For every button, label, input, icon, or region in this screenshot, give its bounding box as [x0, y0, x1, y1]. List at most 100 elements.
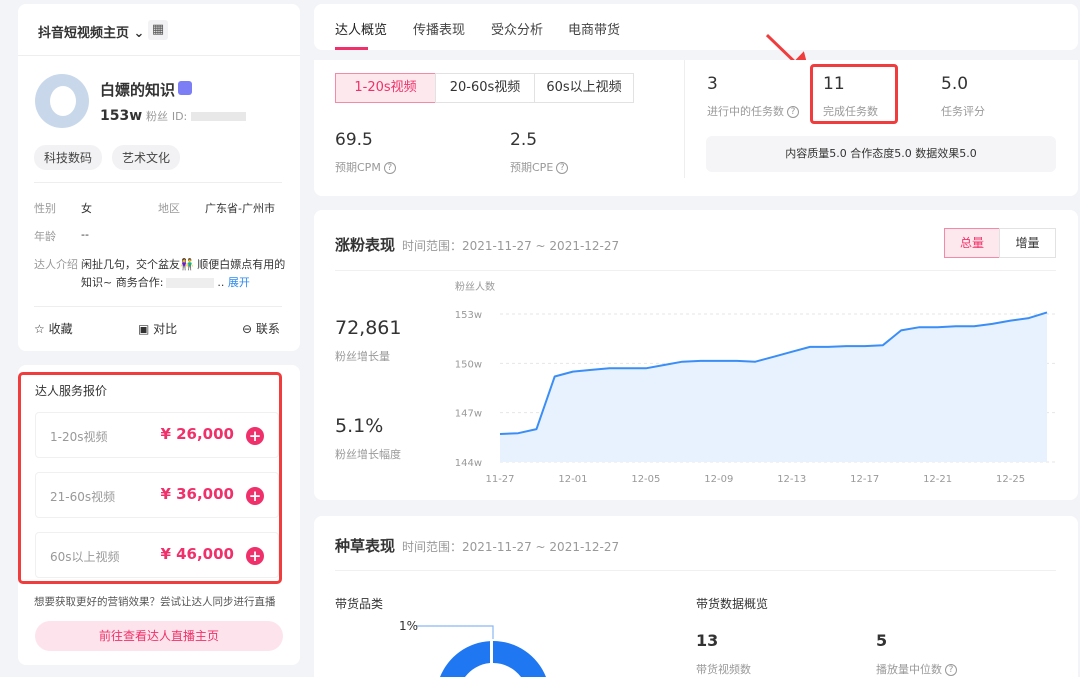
price-value: ¥ 36,000	[160, 485, 234, 503]
id-label: ID:	[171, 110, 188, 123]
intro-text: 闲扯几句，交个盆友👫 顺便白嫖点有用的	[81, 258, 286, 271]
tasks-done-label: 完成任务数	[823, 105, 878, 118]
toggle-increment[interactable]: 增量	[999, 228, 1056, 258]
donut-label-line	[416, 625, 494, 639]
tag: 艺术文化	[112, 145, 181, 170]
contact-button[interactable]: ⊖ 联系	[242, 320, 280, 337]
divider	[34, 306, 282, 307]
region-value: 广东省-广州市	[205, 202, 275, 215]
divider	[335, 570, 1056, 571]
fans-count: 153w	[100, 108, 143, 124]
x-tick-label: 12-09	[704, 474, 733, 485]
chevron-down-icon: ⌄	[133, 26, 145, 41]
fans-rate-label: 粉丝增长幅度	[335, 448, 401, 461]
compare-button[interactable]: ▣ 对比	[138, 320, 177, 337]
price-row: 60s以上视频 ¥ 46,000 +	[35, 532, 279, 578]
donut-segment-main	[493, 641, 546, 677]
age-label: 年龄	[34, 230, 56, 243]
tasks-in-progress-label: 进行中的任务数	[707, 105, 784, 118]
task-score-value: 5.0	[941, 74, 969, 94]
add-icon[interactable]: +	[246, 427, 264, 445]
donut-segment-main	[440, 641, 490, 677]
price-label: 1-20s视频	[50, 430, 108, 444]
category-donut: 1%	[399, 619, 546, 677]
help-icon[interactable]: ?	[945, 664, 957, 676]
score-detail-tooltip: 内容质量5.0 合作态度5.0 数据效果5.0	[706, 136, 1056, 172]
gender-label: 性别	[34, 202, 56, 215]
pricing-highlight-box	[18, 372, 282, 584]
help-icon[interactable]: ?	[556, 162, 569, 174]
tasks-done-value: 11	[823, 74, 845, 94]
price-label: 60s以上视频	[50, 550, 120, 564]
favorite-button[interactable]: ☆ 收藏	[34, 320, 73, 337]
cpm-label: 预期CPM	[335, 161, 381, 174]
fans-label: 粉丝	[146, 110, 168, 123]
segment-60s-plus[interactable]: 60s以上视频	[534, 73, 634, 103]
play-median-label: 播放量中位数	[876, 663, 942, 676]
y-tick-label: 147w	[455, 409, 482, 420]
gender-value: 女	[81, 202, 92, 215]
series-line	[499, 311, 1048, 435]
task-score-label: 任务评分	[941, 105, 985, 118]
live-page-button[interactable]: 前往查看达人直播主页	[35, 621, 283, 651]
cpe-value: 2.5	[510, 130, 538, 150]
cpe-label: 预期CPE	[510, 161, 554, 174]
toggle-total[interactable]: 总量	[944, 228, 1000, 258]
contact-icon: ⊖	[242, 322, 253, 336]
price-row: 1-20s视频 ¥ 26,000 +	[35, 412, 279, 458]
add-icon[interactable]: +	[246, 487, 264, 505]
overview-card: 1-20s视频 20-60s视频 60s以上视频 69.5 预期CPM? 2.5…	[314, 60, 1078, 196]
id-redacted	[191, 112, 247, 121]
x-tick-label: 12-21	[923, 474, 952, 485]
age-value: --	[81, 228, 89, 241]
seeding-card: 种草表现 时间范围：2021-11-27 ~ 2021-12-27 带货品类 带…	[314, 516, 1078, 677]
price-row: 21-60s视频 ¥ 36,000 +	[35, 472, 279, 518]
creator-name: 白嫖的知识	[100, 81, 176, 99]
seeding-range: 时间范围：2021-11-27 ~ 2021-12-27	[402, 540, 620, 554]
fans-growth-label: 粉丝增长量	[335, 350, 390, 363]
y-axis-label: 粉丝人数	[455, 280, 495, 293]
x-tick-label: 12-01	[558, 474, 587, 485]
y-tick-label: 150w	[455, 359, 482, 370]
seeding-title: 种草表现	[335, 537, 396, 555]
sales-videos-label: 带货视频数	[696, 663, 751, 676]
area-fill	[500, 312, 1047, 462]
tab-bar: 达人概览 传播表现 受众分析 电商带货	[314, 4, 1078, 50]
x-tick-label: 11-27	[485, 474, 514, 485]
price-label: 21-60s视频	[50, 490, 116, 504]
segment-1-20s[interactable]: 1-20s视频	[335, 73, 436, 103]
help-icon[interactable]: ?	[383, 162, 396, 174]
tasks-done-highlight-box	[810, 64, 898, 124]
x-tick-label: 12-25	[996, 474, 1025, 485]
ellipsis: ..	[217, 276, 225, 289]
segment-20-60s[interactable]: 20-60s视频	[435, 73, 535, 103]
help-icon[interactable]: ?	[787, 106, 799, 118]
pricing-card: 达人服务报价 1-20s视频 ¥ 26,000 + 21-60s视频 ¥ 36,…	[18, 365, 300, 665]
tab-audience[interactable]: 受众分析	[491, 23, 544, 38]
category-title: 带货品类	[335, 597, 384, 611]
fans-chart: 粉丝人数 144w 147w 150w 153w 11-27 12-01 12-05 12-0…	[455, 280, 1057, 485]
price-value: ¥ 46,000	[160, 545, 234, 563]
pricing-title: 达人服务报价	[35, 384, 108, 398]
add-icon[interactable]: +	[246, 547, 264, 565]
tab-spread[interactable]: 传播表现	[413, 23, 466, 38]
x-tick-label: 12-17	[850, 474, 879, 485]
expand-link[interactable]: 展开	[227, 276, 250, 289]
intro-label: 达人介绍	[34, 258, 78, 271]
active-tab-indicator	[335, 47, 368, 50]
donut-label: 1%	[399, 619, 418, 633]
platform-select[interactable]: 抖音短视频主页 ⌄	[38, 22, 144, 41]
divider	[335, 270, 1056, 271]
tab-overview[interactable]: 达人概览	[335, 23, 388, 38]
cpm-value: 69.5	[335, 130, 373, 150]
qrcode-icon[interactable]: ▦	[148, 20, 168, 40]
x-tick-label: 12-13	[777, 474, 806, 485]
divider	[18, 55, 300, 56]
contact-label: 联系	[255, 322, 280, 336]
favorite-label: 收藏	[48, 322, 73, 336]
tab-ecommerce[interactable]: 电商带货	[568, 23, 621, 38]
sales-videos-value: 13	[696, 631, 719, 650]
vertical-divider	[684, 60, 685, 178]
fans-growth-value: 72,861	[335, 317, 402, 339]
x-tick-label: 12-05	[631, 474, 660, 485]
